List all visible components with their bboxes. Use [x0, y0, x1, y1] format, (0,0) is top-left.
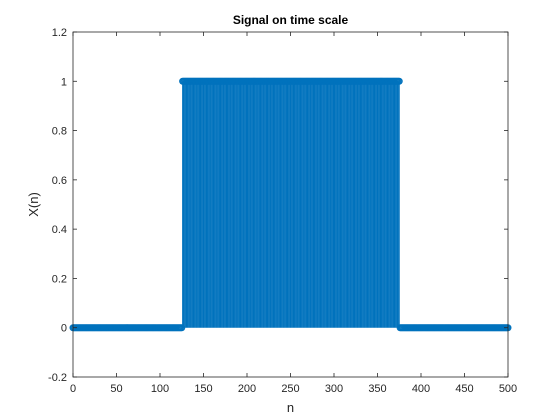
stem-lines — [182, 81, 400, 328]
y-tick-label: 0.2 — [52, 273, 67, 285]
x-tick-label: 150 — [194, 383, 212, 395]
x-axis-label: n — [287, 400, 294, 415]
x-tick-label: 500 — [499, 383, 517, 395]
y-tick-label: 1 — [61, 76, 67, 88]
x-tick-label: 0 — [70, 383, 76, 395]
ticks: 0 50 100 150 200 250 300 350 400 450 500-0.200.20.… — [48, 27, 517, 395]
y-tick-label: 0.8 — [52, 126, 67, 138]
x-tick-label: 100 — [151, 383, 169, 395]
y-tick-label: 1.2 — [52, 27, 67, 39]
stem-markers — [69, 77, 512, 332]
y-tick-label: 0.6 — [52, 175, 67, 187]
stem-marker — [178, 324, 186, 332]
y-tick-label: 0.4 — [52, 224, 67, 236]
stem-marker — [395, 77, 403, 85]
y-tick-label: -0.2 — [48, 372, 67, 384]
x-tick-label: 250 — [281, 383, 299, 395]
x-tick-label: 350 — [368, 383, 386, 395]
y-tick-label: 0 — [61, 323, 67, 335]
y-axis-label: X(n) — [26, 192, 41, 217]
x-tick-label: 400 — [412, 383, 430, 395]
x-tick-label: 300 — [325, 383, 343, 395]
chart-title: Signal on time scale — [233, 13, 349, 27]
x-tick-label: 200 — [238, 383, 256, 395]
x-tick-label: 450 — [455, 383, 473, 395]
x-tick-label: 50 — [110, 383, 122, 395]
